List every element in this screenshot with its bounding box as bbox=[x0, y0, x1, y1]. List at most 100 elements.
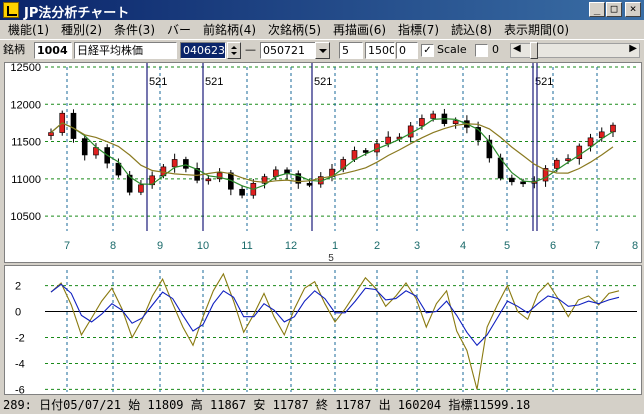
candle-body bbox=[565, 158, 571, 161]
menu-bar-toggle[interactable]: バー bbox=[167, 23, 192, 37]
status-open: 始 11809 bbox=[128, 398, 184, 412]
month-tick-label: 9 bbox=[157, 240, 163, 252]
price-y-tick-label: 10500 bbox=[10, 211, 41, 223]
candle-body bbox=[183, 159, 189, 169]
candle-body bbox=[362, 150, 369, 153]
month-tick-label: 5 bbox=[504, 240, 510, 252]
stock-name-field: 日経平均株価 bbox=[74, 42, 177, 59]
menu-type[interactable]: 種別(2) bbox=[61, 23, 102, 37]
candle-body bbox=[216, 172, 223, 180]
candle-body bbox=[48, 132, 54, 136]
candle-body bbox=[576, 145, 583, 159]
status-volume: 出 160204 bbox=[378, 398, 442, 412]
oscillator-raw-line bbox=[50, 272, 620, 390]
candle-body bbox=[430, 113, 436, 119]
month-tick-label: 1 bbox=[332, 240, 338, 252]
candle-body bbox=[486, 139, 493, 159]
stock-label: 銘柄 bbox=[3, 43, 25, 56]
menu-function[interactable]: 機能(1) bbox=[8, 23, 49, 37]
period-scrollbar[interactable]: ◀ ▶ bbox=[510, 43, 640, 58]
month-tick-label: 7 bbox=[594, 240, 600, 252]
oscillator-y-tick-label: -4 bbox=[15, 358, 25, 370]
menu-condition[interactable]: 条件(3) bbox=[114, 23, 155, 37]
stock-code-field[interactable]: 1004 bbox=[34, 42, 72, 59]
menu-next-stock[interactable]: 次銘柄(5) bbox=[268, 23, 322, 37]
menu-indicator[interactable]: 指標(7) bbox=[398, 23, 440, 37]
candle-body bbox=[419, 118, 425, 127]
status-bar: 289: 日付05/07/21 始 11809 高 11867 安 11787 … bbox=[0, 396, 644, 414]
scale-checkbox[interactable]: ✓ bbox=[421, 44, 434, 57]
price-y-tick-label: 11500 bbox=[11, 137, 41, 149]
price-chart-panel: 12500 12000 11500 11000 10500 7 8 9 10 11 12 1 2 3 4 5 6… bbox=[4, 62, 642, 264]
month-tick-label: 8 bbox=[632, 240, 638, 252]
status-high: 高 11867 bbox=[190, 398, 247, 412]
price-y-tick-label: 12000 bbox=[10, 99, 41, 111]
candle-body bbox=[475, 127, 481, 141]
status-index: 289: bbox=[3, 398, 32, 412]
candle-body bbox=[610, 124, 616, 133]
candle-body bbox=[261, 176, 268, 184]
candle-body bbox=[81, 138, 88, 156]
candle-body bbox=[509, 177, 515, 183]
zero-label: 0 bbox=[492, 43, 499, 56]
zero-checkbox[interactable] bbox=[475, 44, 488, 57]
date-to-dropdown-icon[interactable] bbox=[315, 42, 330, 59]
candle-body bbox=[115, 162, 122, 176]
candle-body bbox=[407, 125, 414, 138]
candle-body bbox=[295, 173, 302, 184]
menu-load[interactable]: 読込(8) bbox=[451, 23, 493, 37]
oscillator-chart: 2 0 -2 -4 -6 bbox=[15, 270, 637, 396]
price-y-tick-label: 12500 bbox=[10, 63, 41, 74]
candle-body bbox=[171, 159, 178, 168]
menu-prev-stock[interactable]: 前銘柄(4) bbox=[203, 23, 257, 37]
candle-body bbox=[553, 159, 560, 169]
scrollbar-thumb[interactable] bbox=[530, 42, 538, 59]
candle-body bbox=[239, 188, 245, 196]
marker-label: 521 bbox=[149, 76, 167, 88]
oscillator-smoothed-line bbox=[50, 283, 620, 347]
year-label: 5 bbox=[328, 253, 334, 262]
app-chart-icon bbox=[3, 2, 19, 18]
date-from-field[interactable]: 040623 bbox=[180, 42, 226, 59]
date-from-spinner[interactable] bbox=[227, 42, 241, 59]
menu-bar: 機能(1) 種別(2) 条件(3) バー 前銘柄(4) 次銘柄(5) 再描画(6… bbox=[0, 20, 644, 39]
month-tick-label: 7 bbox=[64, 240, 70, 252]
candle-body bbox=[452, 120, 459, 124]
title-bar: JP法分析チャート _ □ × bbox=[0, 0, 644, 21]
status-indicator: 指標11599.18 bbox=[448, 398, 531, 412]
candle-body bbox=[126, 174, 133, 193]
candle-body bbox=[542, 168, 549, 182]
month-tick-label: 3 bbox=[414, 240, 420, 252]
month-tick-label: 4 bbox=[460, 240, 466, 252]
minimize-button[interactable]: _ bbox=[589, 2, 605, 17]
candle-body bbox=[138, 184, 144, 193]
date-to-field[interactable]: 050721 bbox=[260, 42, 316, 59]
marker-label: 521 bbox=[535, 76, 553, 88]
month-tick-label: 2 bbox=[374, 240, 380, 252]
oscillator-y-tick-label: -6 bbox=[15, 384, 25, 394]
menu-display-period[interactable]: 表示期間(0) bbox=[504, 23, 570, 37]
candle-body bbox=[205, 178, 212, 182]
long-moving-average-line bbox=[50, 122, 614, 183]
menu-redraw[interactable]: 再描画(6) bbox=[333, 23, 387, 37]
candle-body bbox=[598, 131, 605, 139]
candle-body bbox=[70, 112, 77, 139]
param1-field[interactable]: 5 bbox=[339, 42, 363, 59]
price-y-tick-label: 11000 bbox=[11, 174, 41, 186]
scroll-right-arrow-icon[interactable]: ▶ bbox=[629, 43, 637, 54]
month-tick-label: 6 bbox=[550, 240, 556, 252]
oscillator-y-tick-label: -2 bbox=[15, 332, 25, 344]
month-tick-label: 8 bbox=[110, 240, 116, 252]
status-low: 安 11787 bbox=[253, 398, 309, 412]
candle-body bbox=[306, 182, 313, 186]
close-button[interactable]: × bbox=[625, 2, 641, 17]
param2-field[interactable]: 1500 bbox=[365, 42, 395, 59]
maximize-button[interactable]: □ bbox=[606, 2, 622, 17]
candle-body bbox=[351, 150, 358, 160]
month-tick-label: 12 bbox=[285, 240, 297, 252]
month-tick-label: 10 bbox=[197, 240, 209, 252]
status-close: 終 11787 bbox=[315, 398, 372, 412]
scroll-left-arrow-icon[interactable]: ◀ bbox=[513, 43, 521, 54]
param3-field[interactable]: 0 bbox=[396, 42, 418, 59]
